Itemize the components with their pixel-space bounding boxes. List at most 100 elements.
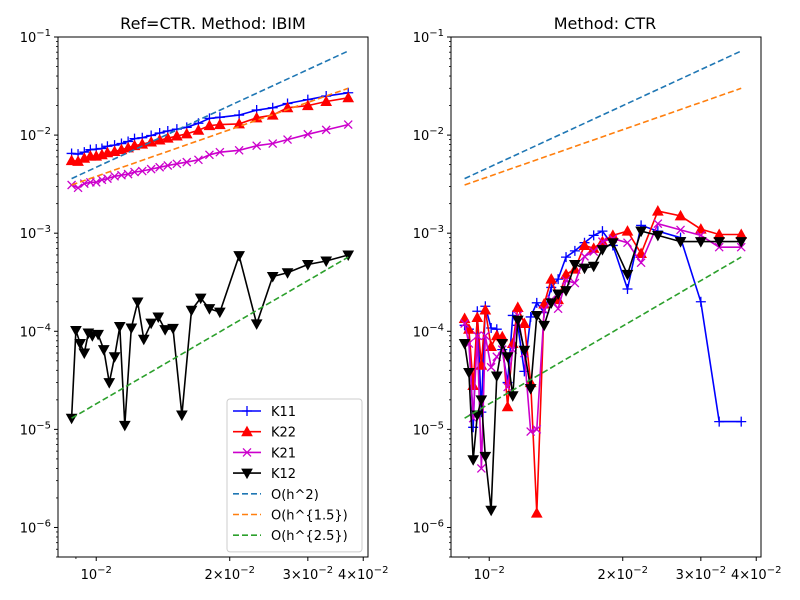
data-point xyxy=(130,167,139,177)
data-point xyxy=(560,286,572,297)
series-k11 xyxy=(66,87,354,160)
x-tick-label: 10−2 xyxy=(81,565,112,583)
x-tick-label: 3×10−2 xyxy=(676,565,726,583)
data-point xyxy=(343,120,353,130)
data-point xyxy=(185,305,198,317)
legend-item: O(h^{1.5}) xyxy=(233,509,348,524)
data-point xyxy=(194,293,207,305)
data-point xyxy=(621,225,634,236)
x-tick-label: 4×10−2 xyxy=(731,565,781,583)
series-line xyxy=(71,256,349,419)
data-point xyxy=(622,283,633,294)
data-point xyxy=(676,225,685,235)
legend-label: O(h^{2.5}) xyxy=(271,529,348,544)
data-point xyxy=(203,304,216,315)
data-point xyxy=(501,400,514,412)
legend-marker xyxy=(242,406,252,416)
data-point xyxy=(553,304,563,314)
data-point xyxy=(70,325,82,337)
data-point xyxy=(485,340,497,351)
series-o-h-2-5- xyxy=(464,256,742,419)
data-point xyxy=(252,141,262,151)
y-tick-label: 10−5 xyxy=(413,420,444,438)
data-point xyxy=(92,329,104,341)
data-point xyxy=(486,362,496,372)
data-point xyxy=(233,251,245,262)
data-point xyxy=(607,238,619,249)
data-point xyxy=(113,321,126,333)
data-point xyxy=(674,237,687,248)
y-tick-label: 10−1 xyxy=(20,28,51,46)
data-point xyxy=(479,451,492,463)
data-point xyxy=(635,226,647,238)
data-point xyxy=(735,237,748,248)
left-axes-frame xyxy=(57,36,369,558)
series-line xyxy=(464,50,742,180)
data-point xyxy=(552,289,564,301)
series-o-h-2- xyxy=(464,50,742,180)
data-point xyxy=(596,245,609,256)
data-point xyxy=(91,177,101,187)
series-o-h-1-5- xyxy=(71,87,349,186)
data-point xyxy=(526,427,536,437)
data-point xyxy=(108,352,121,363)
series-o-h-2-5- xyxy=(71,256,349,419)
data-point xyxy=(152,312,165,323)
series-k12 xyxy=(458,226,748,517)
legend-item: K12 xyxy=(233,467,296,482)
y-tick-label: 10−3 xyxy=(20,224,51,242)
data-point xyxy=(653,219,663,229)
legend-marker xyxy=(242,447,252,457)
data-point xyxy=(125,323,138,335)
right-axes-frame xyxy=(450,36,762,558)
data-point xyxy=(131,297,144,308)
y-tick-label: 10−5 xyxy=(20,420,51,438)
data-point xyxy=(652,230,664,242)
data-point xyxy=(485,505,497,517)
data-point xyxy=(137,166,147,176)
data-point xyxy=(171,129,183,141)
data-point xyxy=(569,259,581,271)
data-point xyxy=(694,237,707,248)
legend-item: O(h^{2.5}) xyxy=(233,529,348,544)
data-point xyxy=(234,145,244,155)
data-point xyxy=(215,147,225,157)
data-point xyxy=(182,157,192,167)
data-point xyxy=(569,245,580,256)
right-panel: Method: CTR 10−6 10−5 10−4 10−3 10−2 10−1 10−2… xyxy=(413,14,782,583)
data-point xyxy=(301,99,314,111)
data-point xyxy=(621,269,634,281)
data-point xyxy=(73,183,83,193)
legend-item: O(h^2) xyxy=(233,488,319,503)
data-point xyxy=(103,378,116,389)
data-point xyxy=(320,256,333,268)
data-point xyxy=(471,311,484,323)
x-tick-label: 4×10−2 xyxy=(338,565,388,583)
series-k21 xyxy=(460,219,746,473)
data-point xyxy=(146,164,156,174)
data-point xyxy=(167,323,179,335)
data-point xyxy=(525,311,536,322)
data-point xyxy=(472,331,482,341)
data-point xyxy=(538,320,551,332)
legend: K11 K22 K21 K12 O(h^2) O(h^{1.5}) O(h^{2.5}) xyxy=(226,398,363,553)
legend-label: O(h^2) xyxy=(271,488,319,503)
legend-label: K11 xyxy=(271,405,296,420)
data-point xyxy=(467,455,480,466)
legend-label: K22 xyxy=(271,426,296,441)
data-point xyxy=(78,348,91,360)
y-tick-label: 10−2 xyxy=(413,126,444,144)
series-line xyxy=(464,87,742,186)
data-point xyxy=(623,238,632,248)
legend-label: K21 xyxy=(271,446,296,461)
left-panel-title: Ref=CTR. Method: IBIM xyxy=(120,14,306,33)
legend-marker xyxy=(241,468,253,480)
x-tick-label: 2×10−2 xyxy=(597,565,647,583)
data-point xyxy=(266,109,279,120)
x-tick-label: 10−2 xyxy=(474,565,505,583)
data-point xyxy=(589,247,599,256)
data-point xyxy=(560,268,572,279)
data-point xyxy=(266,271,279,283)
data-point xyxy=(511,301,524,312)
